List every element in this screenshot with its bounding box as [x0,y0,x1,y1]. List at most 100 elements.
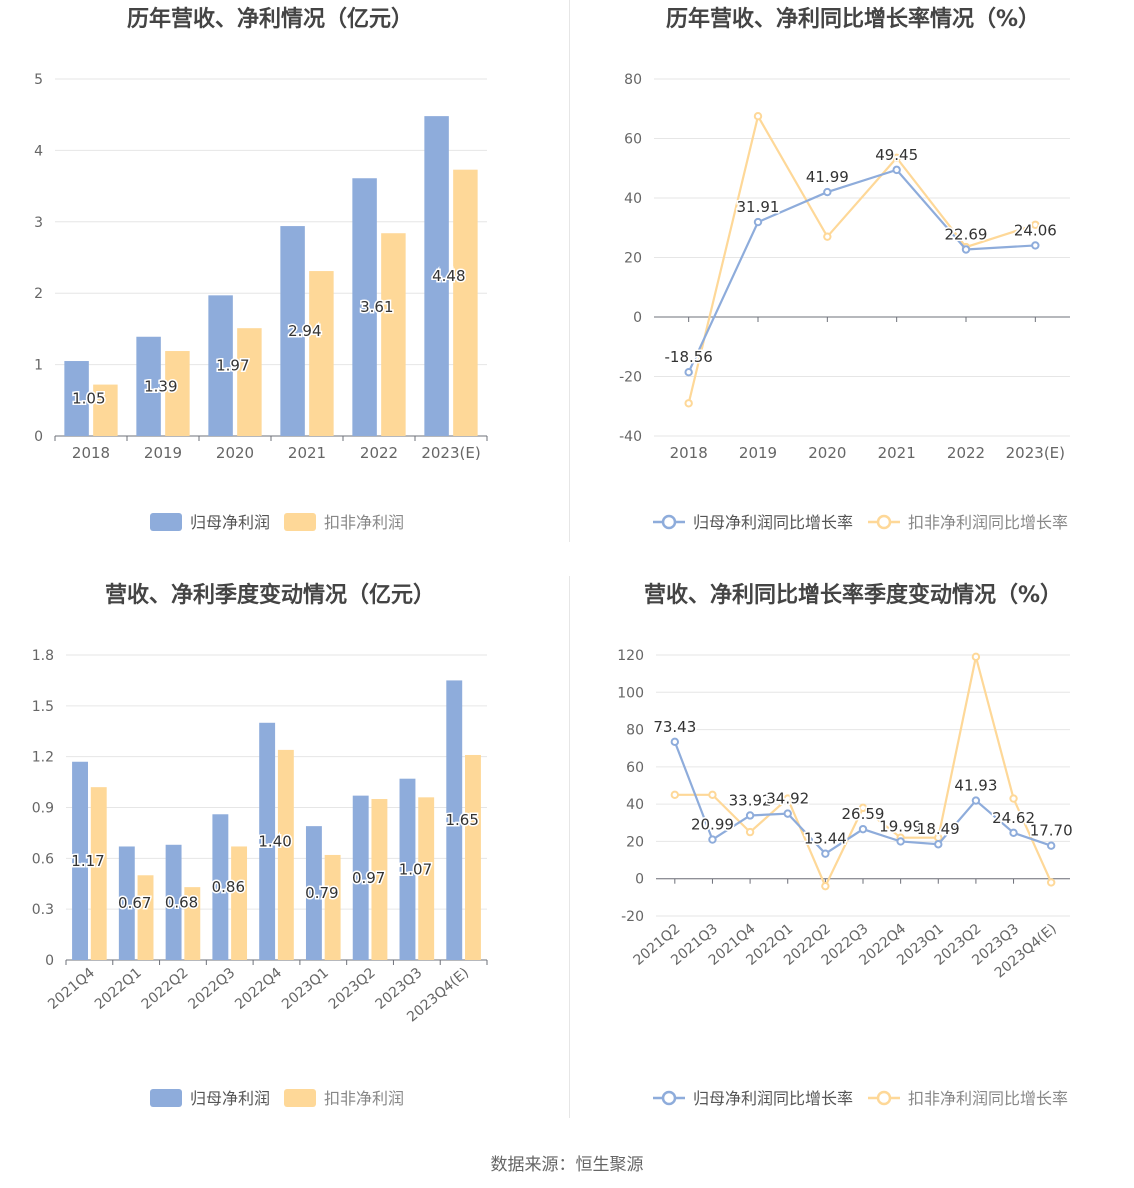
y-tick-label: 0 [635,872,644,888]
chart-panel-quarterly-growth: 营收、净利同比增长率季度变动情况（%） -20 0 20 40 60 80 100 120 202… [567,576,1134,1152]
quarterly-profit-bar-chart: 营收、净利季度变动情况（亿元） 0 0.3 0.6 0.9 1.2 1.5 1.8 2021Q4… [32,582,488,1108]
data-point [708,835,717,844]
data-label: 73.43 [653,718,696,736]
data-label: 49.45 [875,146,918,164]
x-tick-label: 2022Q3 [185,965,238,1013]
chart-panel-annual-growth: 历年营收、净利同比增长率情况（%） -40 -20 0 20 40 60 80 2018 2019… [567,0,1134,576]
chart-panel-annual-profit: 历年营收、净利情况（亿元） 0 1 2 3 4 5 2018 2019 2020 2021 2022 2… [0,0,567,576]
data-label: 13.44 [804,830,847,848]
chart-panel-quarterly-profit: 营收、净利季度变动情况（亿元） 0 0.3 0.6 0.9 1.2 1.5 1.8 2021Q4… [0,576,567,1152]
y-tick-label: 0 [45,953,54,969]
data-label: 3.61 [360,298,393,316]
x-tick-label: 2019 [144,444,182,462]
data-point [1009,828,1018,838]
data-label: 41.99 [806,168,849,186]
bar-series2 [277,749,294,960]
chart-title: 营收、净利同比增长率季度变动情况（%） [644,582,1062,608]
y-tick-label: 2 [34,286,43,302]
data-point [1031,220,1040,229]
data-point [745,827,755,837]
y-tick-label: 80 [624,72,642,88]
y-tick-label: 4 [34,143,43,159]
bar-series2 [324,854,341,960]
legend-label: 扣非净利润 [324,513,404,532]
y-tick-label: 3 [34,215,43,231]
data-point [971,796,981,805]
bar-series2 [165,351,190,436]
data-label: 18.49 [917,820,960,838]
y-tick-label: 0.9 [32,801,54,817]
y-tick-label: 60 [626,760,644,776]
data-point [783,809,792,818]
bar-series1 [118,846,135,960]
x-tick-label: 2023Q2 [326,965,379,1013]
x-tick-label: 2023(E) [421,444,480,462]
x-tick-label: 2022 [947,444,985,462]
data-point [858,824,868,834]
y-tick-label: -40 [619,429,642,445]
y-tick-label: 5 [34,72,43,88]
chart-title: 历年营收、净利情况（亿元） [127,6,413,32]
x-tick-label: 2018 [670,444,708,462]
bar-series1 [72,761,88,960]
data-point [858,803,868,813]
data-point [670,737,680,747]
data-point [971,652,981,662]
y-tick-label: 60 [624,132,642,148]
legend-label: 归母净利润 [190,513,270,532]
bar-series1 [424,116,449,437]
y-tick-label: -20 [621,909,644,925]
data-point [1046,841,1056,850]
data-label: 1.40 [258,832,291,850]
bar-series2 [418,797,435,960]
bar-series2 [371,799,388,960]
x-tick-label: 2020 [216,444,254,462]
bar-series1 [399,778,416,960]
y-tick-label: -20 [619,370,642,386]
data-point [896,837,905,846]
data-label: 17.70 [1030,822,1073,840]
y-tick-label: 1 [34,358,43,374]
bar-series1 [208,295,233,436]
data-point [684,399,693,408]
y-tick-label: 1.8 [32,648,54,664]
data-label: 0.97 [352,869,385,887]
legend-label: 归母净利润同比增长率 [693,1089,853,1108]
legend-label: 归母净利润 [190,1089,270,1108]
bar-series2 [90,787,107,960]
legend-label: 扣非净利润同比增长率 [908,1089,1068,1108]
bar-series2 [237,328,262,436]
y-tick-label: 100 [617,685,644,701]
data-label: 33.92 [729,791,772,809]
data-label: 0.86 [212,878,245,896]
series-line-series2 [674,656,1053,889]
data-point [783,794,792,803]
x-tick-label: 2019 [739,444,777,462]
y-tick-label: 20 [624,251,642,267]
data-label: 1.97 [216,357,249,375]
legend-label: 扣非净利润同比增长率 [908,513,1068,532]
data-label: 0.68 [165,893,198,911]
bar-series1 [352,178,377,436]
bar-series1 [446,680,463,960]
bar-series1 [280,226,305,436]
y-tick-label: 40 [626,797,644,813]
y-tick-label: 120 [617,648,644,664]
x-tick-label: 2022Q2 [139,965,192,1013]
bar-series2 [184,887,201,960]
y-tick-label: 1.2 [32,750,54,766]
series-line-series1 [687,168,1036,373]
data-label: 26.59 [842,805,885,823]
data-label: 41.93 [954,777,997,795]
bar-series2 [309,271,334,436]
legend-marker [876,514,892,530]
y-tick-label: 20 [626,834,644,850]
data-label: 31.91 [737,198,780,216]
legend-swatch [150,513,182,531]
data-point [708,790,717,800]
data-point [934,840,943,849]
legend-marker [661,1090,677,1106]
vertical-divider-top [569,0,570,542]
data-point [684,368,693,377]
x-tick-label: 2022 [360,444,398,462]
